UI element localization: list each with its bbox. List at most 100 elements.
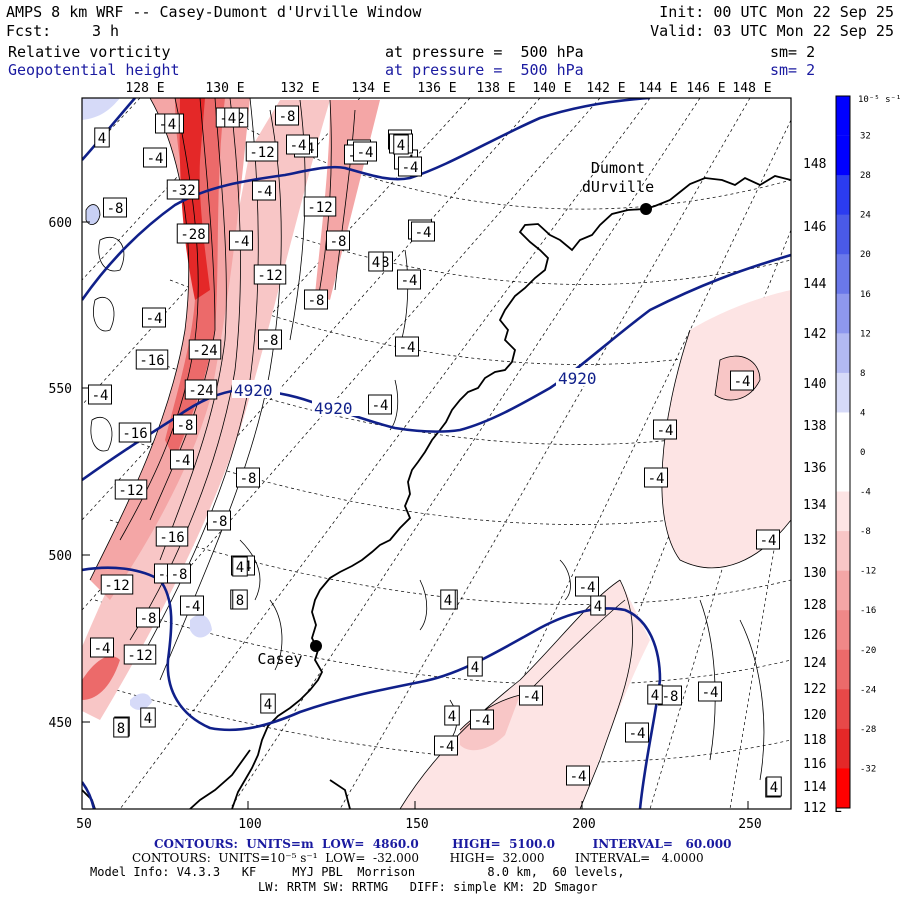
vorticity-label-box: 4 <box>766 776 782 797</box>
colorbar-unit: 10⁻⁵ s⁻¹ <box>858 95 900 105</box>
height-label: 4920 <box>314 399 353 418</box>
top-lon-label: 130 E <box>205 81 244 96</box>
vorticity-label: -16 <box>159 530 184 546</box>
vorticity-label: 4 <box>651 688 659 704</box>
vorticity-label-box: -4 <box>252 180 276 201</box>
right-lon-label: 118 E <box>803 733 842 748</box>
left-grid-label: 600 <box>49 216 72 231</box>
colorbar-segment <box>836 254 850 295</box>
vorticity-label: -4 <box>92 388 109 404</box>
vorticity-label-box: -16 <box>135 349 169 370</box>
top-lon-label: 138 E <box>476 81 515 96</box>
vorticity-label: -32 <box>170 183 195 199</box>
vorticity-label: -12 <box>257 268 282 284</box>
vorticity-label: 4 <box>98 131 106 147</box>
colorbar-segment <box>836 175 850 216</box>
colorbar-label: 12 <box>860 329 871 339</box>
vorticity-label-box: 4 <box>164 113 180 134</box>
vorticity-label-box: -8 <box>258 329 282 350</box>
right-lon-label: 140 E <box>803 377 842 392</box>
station-name: Casey <box>257 650 302 668</box>
vorticity-label: 4 <box>372 255 380 271</box>
colorbar-segment <box>836 452 850 493</box>
vorticity-label: -4 <box>629 726 646 742</box>
top-lon-label: 146 E <box>686 81 725 96</box>
vorticity-label: 4 <box>770 780 778 796</box>
vorticity-label: -4 <box>734 374 751 390</box>
vorticity-label: -4 <box>256 184 273 200</box>
colorbar-label: -16 <box>860 606 876 616</box>
left-grid-label: 550 <box>49 382 72 397</box>
vorticity-label: -12 <box>307 200 332 216</box>
vorticity-label: -4 <box>401 273 418 289</box>
vorticity-label-box: -8 <box>326 230 350 251</box>
vorticity-label: -4 <box>290 138 307 154</box>
map-frame <box>81 97 792 810</box>
vorticity-label-box: -4 <box>730 370 754 391</box>
footer-physics-info: LW: RRTM SW: RRTMG DIFF: simple KM: 2D S… <box>258 880 598 894</box>
map-title: AMPS 8 km WRF -- Casey-Dumont d'Urville … <box>6 3 422 21</box>
vorticity-label-box: -8 <box>103 197 127 218</box>
top-lon-label: 134 E <box>351 81 390 96</box>
bottom-grid-label: 150 <box>405 817 428 832</box>
vorticity-labels: -4-12-8-4-4-12-4-4-32-8-4-12-28-4-8-4-4-… <box>88 105 782 798</box>
vorticity-label-box: -24 <box>184 379 218 400</box>
vorticity-label: -4 <box>146 311 163 327</box>
vorticity-label-box: -8 <box>658 685 682 706</box>
top-lon-label: 136 E <box>417 81 456 96</box>
vorticity-label-box: -4 <box>756 529 780 550</box>
vorticity-label-box: -4 <box>142 307 166 328</box>
colorbar-segment <box>836 135 850 176</box>
vorticity-label: -4 <box>579 580 596 596</box>
vorticity-label: -4 <box>372 398 389 414</box>
vorticity-label: -12 <box>249 145 274 161</box>
left-grid-label: 500 <box>49 549 72 564</box>
forecast-value: 3 h <box>92 22 120 40</box>
vorticity-label-box: -4 <box>353 141 377 162</box>
vorticity-label-box: -8 <box>275 105 299 126</box>
field2-name: Geopotential height <box>8 61 180 79</box>
vorticity-label: -4 <box>233 234 250 250</box>
vorticity-label: 8 <box>236 593 244 609</box>
vorticity-label-box: -4 <box>143 147 167 168</box>
vorticity-label: -8 <box>330 234 347 250</box>
station-dumont-durville: Dumont dUrville <box>582 159 654 215</box>
right-lon-labels: 148 E 146 E 144 E 142 E 140 E 138 E 136 … <box>803 157 842 816</box>
vorticity-label: -4 <box>657 423 674 439</box>
vorticity-label: 4 <box>397 138 405 154</box>
vorticity-label: 4 <box>444 593 452 609</box>
station-casey: Casey <box>257 640 322 668</box>
vorticity-label-box: -4 <box>286 134 310 155</box>
vorticity-label: -4 <box>415 225 432 241</box>
vorticity-label-box: -24 <box>188 339 222 360</box>
colorbar-label: -24 <box>860 685 876 695</box>
field2-smoothing: sm= 2 <box>770 61 816 79</box>
colorbar-label: 24 <box>860 211 871 221</box>
vorticity-label: -4 <box>760 533 777 549</box>
vorticity-label-box: -4 <box>644 467 668 488</box>
colorbar-label: -32 <box>860 764 876 774</box>
vorticity-label: 4 <box>448 709 456 725</box>
vorticity-label-box: 8 <box>113 717 129 738</box>
vorticity-label: -4 <box>94 641 111 657</box>
vorticity-label: -4 <box>474 713 491 729</box>
colorbar-segment <box>836 649 850 690</box>
vorticity-label-box: -4 <box>88 384 112 405</box>
vorticity-label: -4 <box>399 340 416 356</box>
forecast-label: Fcst: <box>6 22 52 40</box>
vorticity-label-box: -8 <box>167 563 191 584</box>
colorbar-segment <box>836 214 850 255</box>
vorticity-label-box: -4 <box>229 230 253 251</box>
vorticity-label-box: -4 <box>470 709 494 730</box>
colorbar-segment <box>836 531 850 572</box>
vorticity-label: -28 <box>180 227 205 243</box>
vorticity-label-box: -4 <box>411 221 435 242</box>
bottom-grid-label: 250 <box>738 817 761 832</box>
top-lon-label: 148 E <box>732 81 771 96</box>
top-lon-label: 128 E <box>125 81 164 96</box>
colorbar-label: 16 <box>860 290 871 300</box>
vorticity-label-box: -4 <box>180 595 204 616</box>
right-lon-label: 146 E <box>803 220 842 235</box>
right-lon-label: 116 E <box>803 757 842 772</box>
vorticity-label-box: -32 <box>166 179 200 200</box>
